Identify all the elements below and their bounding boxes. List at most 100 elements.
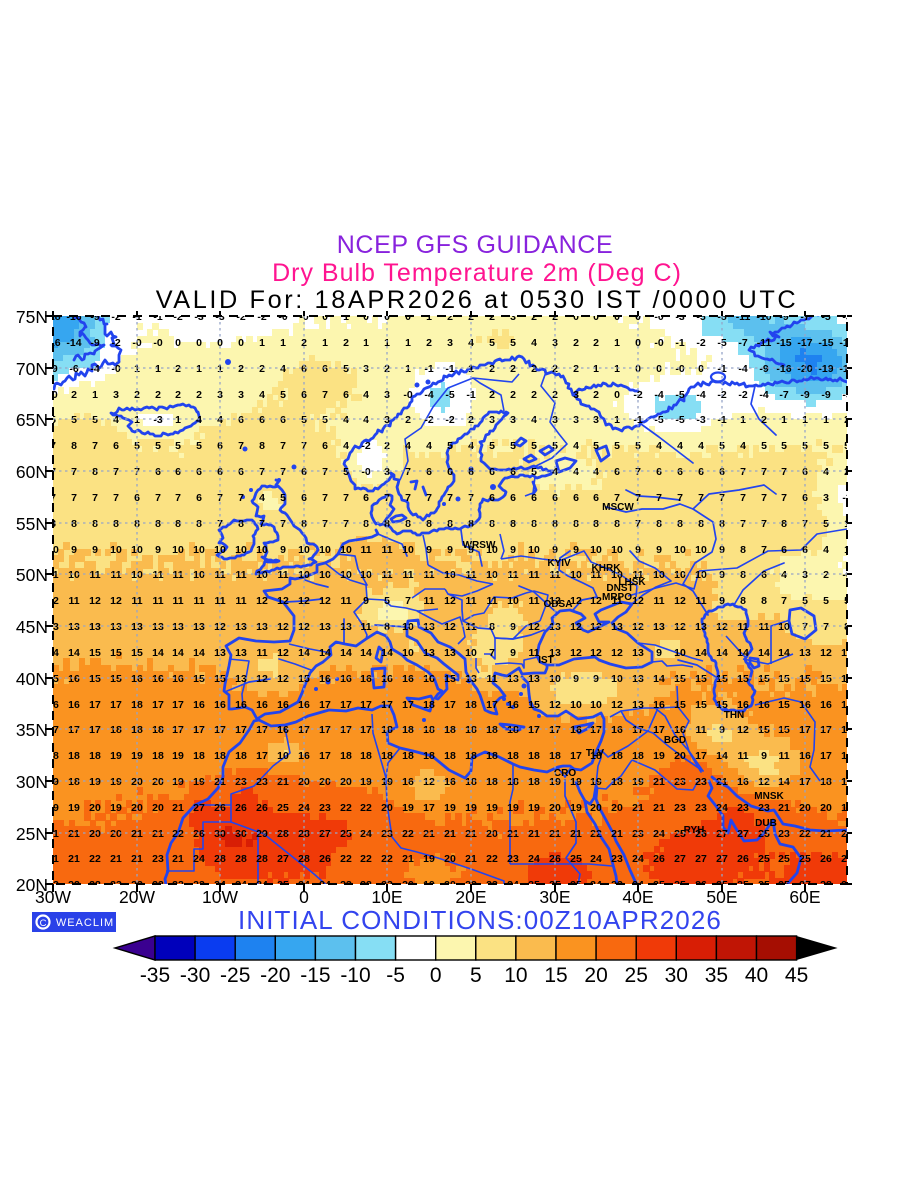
svg-text:21: 21 [507, 828, 519, 840]
svg-text:5: 5 [510, 337, 516, 349]
svg-text:28: 28 [235, 853, 247, 865]
svg-text:18: 18 [423, 699, 435, 711]
svg-text:19: 19 [110, 750, 122, 762]
svg-text:2: 2 [238, 363, 244, 375]
svg-text:-2: -2 [696, 337, 705, 349]
svg-text:5: 5 [614, 440, 620, 452]
svg-text:21: 21 [47, 828, 59, 840]
svg-text:18: 18 [402, 750, 414, 762]
svg-text:-0: -0 [278, 311, 287, 323]
svg-text:16: 16 [277, 724, 289, 736]
svg-text:14: 14 [319, 647, 331, 659]
svg-text:7: 7 [322, 492, 328, 504]
svg-text:12: 12 [444, 621, 456, 633]
svg-text:0: 0 [322, 311, 328, 323]
svg-text:1: 1 [593, 363, 599, 375]
svg-text:19: 19 [653, 750, 665, 762]
svg-text:15: 15 [716, 699, 728, 711]
svg-text:6: 6 [761, 569, 767, 581]
svg-text:15: 15 [193, 673, 205, 685]
svg-text:13: 13 [653, 621, 665, 633]
svg-text:22: 22 [89, 853, 101, 865]
svg-text:4: 4 [343, 414, 349, 426]
svg-text:4: 4 [823, 466, 829, 478]
svg-text:12: 12 [444, 595, 456, 607]
svg-text:21: 21 [465, 853, 477, 865]
svg-text:17: 17 [172, 699, 184, 711]
svg-text:5: 5 [343, 363, 349, 375]
svg-text:1: 1 [426, 311, 432, 323]
svg-text:-4: -4 [738, 363, 747, 375]
svg-text:5: 5 [50, 414, 56, 426]
svg-text:-25: -25 [220, 964, 250, 987]
svg-text:1: 1 [468, 363, 474, 375]
svg-text:0: 0 [656, 363, 662, 375]
svg-text:7: 7 [740, 518, 746, 530]
svg-text:14: 14 [68, 647, 80, 659]
svg-text:-5: -5 [675, 389, 684, 401]
svg-text:16: 16 [172, 673, 184, 685]
svg-text:10: 10 [68, 569, 80, 581]
svg-text:15: 15 [674, 673, 686, 685]
svg-text:8: 8 [113, 518, 119, 530]
svg-text:19: 19 [444, 802, 456, 814]
svg-text:4: 4 [363, 414, 369, 426]
svg-text:8: 8 [238, 518, 244, 530]
svg-text:13: 13 [172, 621, 184, 633]
svg-text:10E: 10E [371, 887, 402, 907]
svg-text:9: 9 [656, 647, 662, 659]
svg-text:-14: -14 [66, 337, 81, 349]
svg-text:TLV: TLV [586, 748, 604, 759]
svg-text:0: 0 [698, 363, 704, 375]
svg-text:17: 17 [486, 699, 498, 711]
svg-text:4: 4 [468, 337, 474, 349]
svg-text:16: 16 [402, 776, 414, 788]
svg-text:5: 5 [719, 440, 725, 452]
svg-text:18: 18 [444, 750, 456, 762]
svg-text:-9: -9 [779, 311, 788, 323]
svg-text:12: 12 [214, 621, 226, 633]
svg-text:2: 2 [489, 389, 495, 401]
svg-text:2: 2 [71, 389, 77, 401]
svg-text:75N: 75N [16, 307, 48, 327]
svg-text:23: 23 [152, 879, 164, 891]
svg-text:22: 22 [47, 879, 59, 891]
svg-text:5: 5 [552, 440, 558, 452]
svg-text:6: 6 [155, 466, 161, 478]
svg-text:7: 7 [677, 492, 683, 504]
svg-text:-19: -19 [818, 363, 833, 375]
svg-text:-18: -18 [45, 311, 60, 323]
svg-text:-0: -0 [654, 311, 663, 323]
svg-text:18: 18 [110, 724, 122, 736]
svg-text:19: 19 [549, 776, 561, 788]
svg-text:28: 28 [256, 853, 268, 865]
svg-text:8: 8 [301, 518, 307, 530]
svg-text:-3: -3 [194, 311, 203, 323]
svg-text:13: 13 [549, 621, 561, 633]
svg-text:0: 0 [635, 337, 641, 349]
svg-text:13: 13 [131, 621, 143, 633]
svg-text:5: 5 [280, 492, 286, 504]
svg-text:15: 15 [47, 673, 59, 685]
svg-text:8: 8 [552, 518, 558, 530]
svg-text:7: 7 [92, 492, 98, 504]
svg-text:12: 12 [549, 595, 561, 607]
svg-text:12: 12 [570, 595, 582, 607]
svg-text:14: 14 [47, 647, 59, 659]
svg-text:60N: 60N [16, 462, 48, 482]
svg-text:VALID For: 18APR2026 at 0530 I: VALID For: 18APR2026 at 0530 IST /0000 U… [156, 286, 799, 314]
svg-text:27: 27 [695, 853, 707, 865]
svg-text:25: 25 [528, 879, 540, 891]
svg-text:8: 8 [593, 518, 599, 530]
svg-text:20: 20 [89, 802, 101, 814]
svg-text:2: 2 [426, 337, 432, 349]
svg-text:7: 7 [113, 492, 119, 504]
svg-text:18: 18 [590, 750, 602, 762]
svg-text:12: 12 [256, 673, 268, 685]
svg-text:16: 16 [737, 699, 749, 711]
svg-text:5: 5 [343, 466, 349, 478]
svg-text:26: 26 [653, 853, 665, 865]
svg-text:12: 12 [277, 673, 289, 685]
svg-text:14: 14 [778, 647, 790, 659]
svg-text:12: 12 [716, 621, 728, 633]
